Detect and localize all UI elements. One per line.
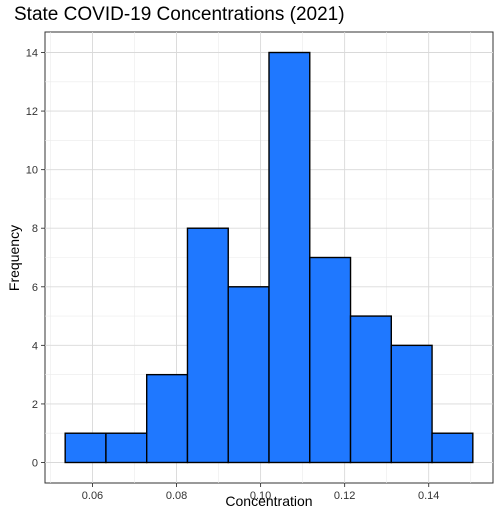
x-axis-title: Concentration — [225, 493, 312, 509]
y-tick-label: 2 — [32, 399, 38, 411]
histogram-bar — [309, 256, 352, 464]
x-tick-label: 0.06 — [82, 490, 103, 502]
y-tick-label: 10 — [26, 165, 38, 177]
histogram-bar — [268, 51, 311, 464]
y-axis-title: Frequency — [6, 225, 22, 291]
histogram-bar — [186, 227, 229, 464]
x-tick-label: 0.12 — [334, 490, 355, 502]
y-tick-label: 0 — [32, 458, 38, 470]
histogram-bar — [105, 432, 148, 464]
y-tick-label: 4 — [32, 340, 38, 352]
x-tick-label: 0.10 — [250, 490, 271, 502]
y-tick-label: 6 — [32, 282, 38, 294]
histogram-bar — [431, 432, 474, 464]
histogram-bar — [227, 286, 270, 464]
histogram-bar — [390, 344, 433, 464]
x-axis-ticks: 0.06 0.08 0.10 0.12 0.14 — [82, 483, 439, 502]
histogram-bar — [349, 315, 392, 464]
y-tick-label: 14 — [26, 48, 38, 60]
y-tick-label: 8 — [32, 223, 38, 235]
y-axis-ticks: 0 2 4 6 8 10 12 14 — [26, 48, 45, 470]
bars — [64, 51, 474, 464]
chart-title: State COVID-19 Concentrations (2021) — [14, 4, 345, 25]
y-tick-label: 12 — [26, 106, 38, 118]
histogram-bar — [146, 373, 189, 464]
x-tick-label: 0.08 — [166, 490, 187, 502]
histogram-bar — [64, 432, 107, 464]
x-tick-label: 0.14 — [418, 490, 439, 502]
